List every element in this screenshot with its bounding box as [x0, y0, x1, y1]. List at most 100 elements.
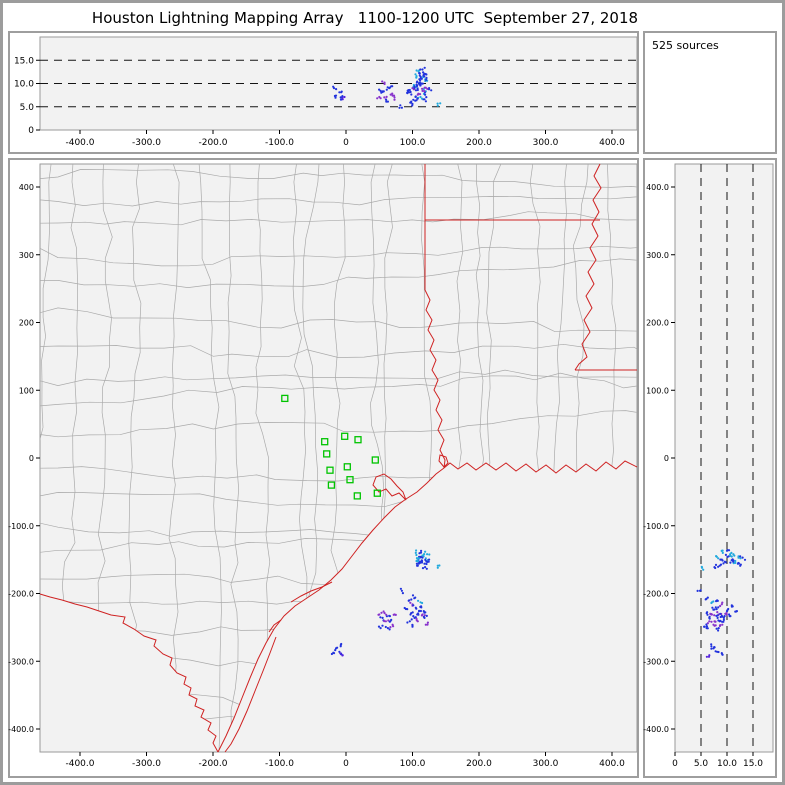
lightning-source-dot [729, 561, 732, 564]
lightning-source-dot [386, 627, 389, 630]
tick-label: 5.0 [20, 103, 35, 113]
lightning-source-dot [714, 606, 717, 609]
sabine-river-border [424, 289, 446, 469]
lightning-source-dot [724, 561, 727, 564]
lightning-source-dot [714, 563, 718, 566]
lightning-source-dot [715, 627, 718, 630]
tick-label: 10.0 [14, 80, 34, 90]
lightning-source-dot [423, 66, 426, 69]
tick-label: -100.0 [265, 138, 294, 148]
lightning-source-dot [706, 613, 709, 616]
lightning-source-dot [714, 620, 717, 623]
lightning-source-dot [393, 96, 396, 99]
lightning-source-dot [381, 80, 384, 83]
lightning-source-dot [705, 623, 708, 626]
lightning-source-dot [732, 553, 735, 556]
lightning-source-dot [417, 599, 420, 602]
lightning-source-dot [341, 96, 344, 99]
lightning-source-dot [408, 88, 411, 92]
lightning-source-dot [428, 553, 431, 556]
lightning-source-dot [714, 624, 717, 627]
lightning-source-dot [407, 90, 410, 93]
lightning-source-dot [381, 616, 384, 619]
panel-source-count: 525 sources [643, 31, 777, 154]
lightning-source-dot [421, 68, 424, 71]
lightning-source-dot [409, 613, 412, 616]
tick-label: 400.0 [646, 183, 669, 192]
lightning-source-dot [699, 589, 702, 592]
lightning-source-dot [423, 562, 426, 565]
lightning-source-dot [716, 599, 719, 602]
lightning-source-dot [722, 618, 725, 621]
lightning-source-dot [380, 611, 383, 614]
lightning-source-dot [743, 558, 747, 561]
lightning-source-dot [419, 555, 422, 558]
lightning-source-dot [706, 596, 709, 599]
lightning-source-dot [721, 601, 724, 604]
lightning-source-dot [412, 98, 415, 101]
lightning-source-dot [726, 549, 729, 552]
tick-label: -300.0 [643, 657, 669, 666]
tick-label: 300.0 [533, 759, 559, 769]
lightning-source-dot [705, 625, 709, 628]
window-title: Houston Lightning Mapping Array 1100-120… [91, 9, 639, 27]
lightning-source-dot [400, 106, 403, 109]
lightning-source-dot [410, 598, 413, 601]
lightning-source-dot [423, 614, 426, 617]
lightning-source-dot [393, 98, 396, 101]
lightning-source-dot [419, 75, 422, 78]
lightning-source-dot [424, 550, 427, 553]
lightning-source-dot [333, 94, 336, 98]
lightning-source-dot [739, 563, 742, 566]
lightning-source-dot [426, 623, 429, 626]
lightning-source-dot [731, 558, 734, 561]
lightning-source-dot [710, 620, 713, 623]
lightning-source-dot [339, 96, 342, 99]
tick-label: -400.0 [65, 759, 94, 769]
lightning-source-dot [411, 623, 414, 626]
lightning-source-dot [339, 652, 342, 655]
lightning-source-dot [415, 99, 418, 102]
lightning-source-dot [415, 553, 418, 557]
altitude-ew-plot[interactable]: -400.0 -300.0 -200.0 -100.0 0 100.0 200.0 300.0… [10, 33, 638, 152]
lightning-source-dot [717, 629, 720, 632]
lightning-source-dot [340, 642, 343, 646]
lightning-source-dot [403, 606, 406, 610]
lightning-source-dot [416, 87, 419, 90]
lightning-source-dot [416, 97, 419, 100]
lightning-source-dot [713, 614, 716, 617]
tick-label: -300.0 [132, 759, 161, 769]
lightning-source-dot [330, 652, 333, 656]
lightning-source-dot [385, 100, 388, 103]
tick-label: -100.0 [643, 522, 669, 531]
ns-plot-area[interactable] [674, 163, 774, 753]
lightning-source-dot [388, 615, 391, 618]
lightning-source-dot [727, 607, 730, 611]
lightning-source-dot [419, 609, 422, 613]
map-plot-area[interactable] [39, 163, 638, 753]
tick-label: 0 [664, 454, 669, 463]
lightning-source-dot [711, 606, 714, 609]
lightning-source-dot [413, 597, 416, 600]
lightning-source-dot [414, 95, 417, 98]
lightning-source-dot [336, 646, 339, 649]
plan-view-map[interactable]: -400.0 -300.0 -200.0 -100.0 0 100.0 200.0 300.0… [8, 160, 638, 776]
lightning-source-dot [418, 609, 421, 612]
lightning-source-dot [332, 651, 335, 654]
lightning-source-dot [377, 625, 381, 628]
tick-label: 0 [343, 759, 349, 769]
lightning-source-dot [710, 643, 713, 646]
galveston-bay [372, 473, 407, 501]
lightning-source-dot [706, 627, 709, 630]
lightning-source-dot [380, 91, 383, 94]
lightning-source-dot [719, 558, 722, 561]
lma-station-marker [281, 394, 289, 403]
lightning-source-dot [408, 620, 411, 623]
lightning-source-dot [719, 615, 722, 619]
altitude-ns-plot[interactable]: 400.0 300.0 200.0 100.0 0 -100.0 -200.0 -300.0 -… [643, 160, 775, 776]
lightning-source-dot [716, 616, 719, 619]
tick-label: -400.0 [65, 138, 94, 148]
lightning-source-dot [415, 549, 418, 552]
lightning-source-dot [406, 621, 409, 624]
lightning-source-dot [734, 559, 737, 563]
